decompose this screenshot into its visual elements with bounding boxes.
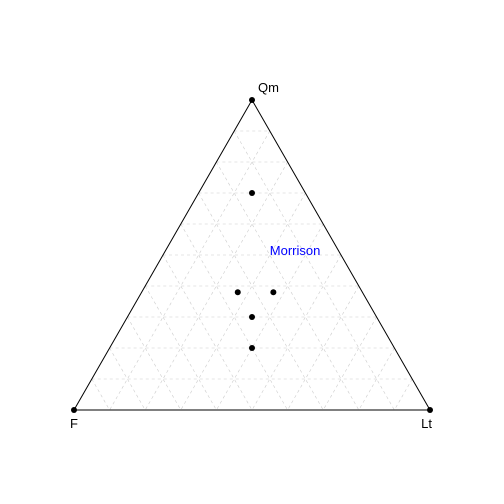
data-point <box>249 314 255 320</box>
vertex-point <box>71 407 77 413</box>
data-point <box>270 289 276 295</box>
vertex-label-top: Qm <box>258 80 279 95</box>
ternary-grid <box>92 131 412 410</box>
vertex-label-right: Lt <box>421 416 432 431</box>
triangle-outline <box>74 100 430 410</box>
data-point <box>249 190 255 196</box>
data-point <box>235 289 241 295</box>
vertex-point <box>249 97 255 103</box>
vertex-label-left: F <box>70 416 78 431</box>
ternary-plot: Qm F Lt Morrison <box>0 0 504 504</box>
annotation-text: Morrison <box>270 243 321 258</box>
vertex-point <box>427 407 433 413</box>
data-point <box>249 345 255 351</box>
